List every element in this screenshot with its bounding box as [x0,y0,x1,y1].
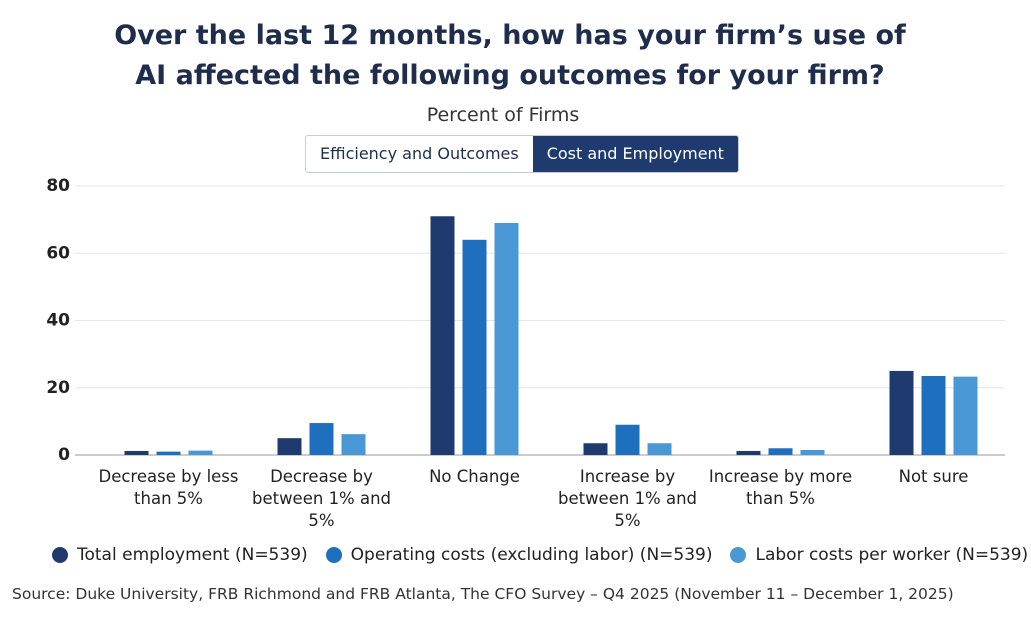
bar [736,450,761,455]
y-tick-label: 80 [46,176,70,196]
legend-label: Operating costs (excluding labor) (N=539… [350,545,713,565]
x-tick-label: Decrease by between 1% and 5% [251,467,392,530]
bar [341,434,366,455]
legend: Total employment (N=539) Operating costs … [52,545,1028,565]
source-note: Source: Duke University, FRB Richmond an… [12,585,954,603]
x-tick-label: No Change [429,467,520,486]
y-tick-label: 60 [46,243,70,263]
legend-swatch [730,547,747,563]
y-tick-label: 20 [46,378,70,398]
bar [615,424,640,455]
bar [494,222,519,455]
bar [921,375,946,455]
bar [889,370,914,455]
bar [156,451,181,455]
legend-swatch [325,547,342,563]
bar [583,443,608,455]
bar [768,448,793,455]
bar [309,423,334,455]
bar [188,450,213,455]
tab[interactable]: Efficiency and Outcomes [306,136,533,172]
bar [647,443,672,455]
legend-swatch [52,547,68,563]
legend-item: Total employment (N=539) [52,545,308,565]
bar [124,450,149,455]
legend-item: Operating costs (excluding labor) (N=539… [325,545,713,565]
bar [277,438,302,455]
bar [953,376,978,455]
tab[interactable]: Cost and Employment [532,136,738,172]
x-tick-label: Increase by more than 5% [708,467,853,508]
y-tick-label: 0 [58,445,70,465]
legend-item: Labor costs per worker (N=539) [730,545,1028,565]
y-tick-label: 40 [46,311,70,331]
bar [430,216,455,455]
chart-subtitle: Percent of Firms [426,104,580,126]
bar [462,239,487,455]
x-tick-label: Increase by between 1% and 5% [557,467,698,530]
tab-bar: Efficiency and Outcomes Cost and Employme… [305,135,739,173]
x-tick-label: Not sure [898,467,969,486]
x-tick-label: Decrease by less than 5% [98,467,239,508]
bar [800,449,825,455]
chart-title: Over the last 12 months, how has your fi… [114,20,906,91]
legend-label: Total employment (N=539) [77,545,308,565]
legend-label: Labor costs per worker (N=539) [755,545,1029,565]
